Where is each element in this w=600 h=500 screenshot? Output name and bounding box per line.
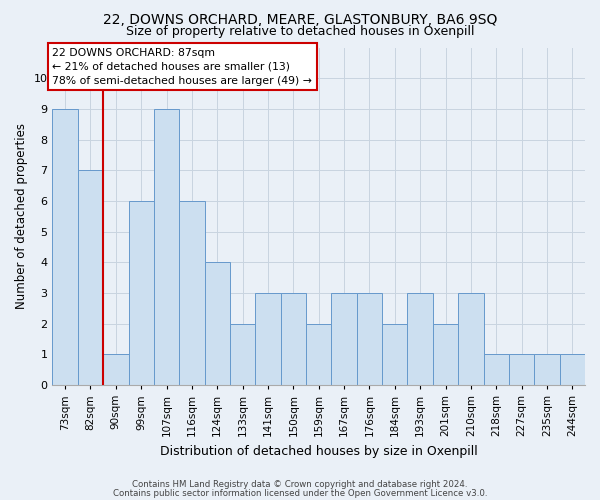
Y-axis label: Number of detached properties: Number of detached properties — [15, 124, 28, 310]
Bar — [560, 354, 585, 385]
Text: 22 DOWNS ORCHARD: 87sqm
← 21% of detached houses are smaller (13)
78% of semi-de: 22 DOWNS ORCHARD: 87sqm ← 21% of detache… — [52, 48, 312, 86]
Bar — [256, 293, 281, 385]
Bar — [433, 324, 458, 385]
Bar — [205, 262, 230, 385]
Text: Contains public sector information licensed under the Open Government Licence v3: Contains public sector information licen… — [113, 488, 487, 498]
Bar — [382, 324, 407, 385]
Bar — [230, 324, 256, 385]
Bar — [458, 293, 484, 385]
Bar — [331, 293, 357, 385]
X-axis label: Distribution of detached houses by size in Oxenpill: Distribution of detached houses by size … — [160, 444, 478, 458]
Bar — [179, 201, 205, 385]
Bar — [52, 109, 78, 385]
Bar — [103, 354, 128, 385]
Text: Contains HM Land Registry data © Crown copyright and database right 2024.: Contains HM Land Registry data © Crown c… — [132, 480, 468, 489]
Bar — [128, 201, 154, 385]
Text: Size of property relative to detached houses in Oxenpill: Size of property relative to detached ho… — [126, 25, 474, 38]
Bar — [281, 293, 306, 385]
Bar — [154, 109, 179, 385]
Bar — [306, 324, 331, 385]
Bar — [407, 293, 433, 385]
Bar — [78, 170, 103, 385]
Bar — [509, 354, 534, 385]
Text: 22, DOWNS ORCHARD, MEARE, GLASTONBURY, BA6 9SQ: 22, DOWNS ORCHARD, MEARE, GLASTONBURY, B… — [103, 12, 497, 26]
Bar — [534, 354, 560, 385]
Bar — [357, 293, 382, 385]
Bar — [484, 354, 509, 385]
